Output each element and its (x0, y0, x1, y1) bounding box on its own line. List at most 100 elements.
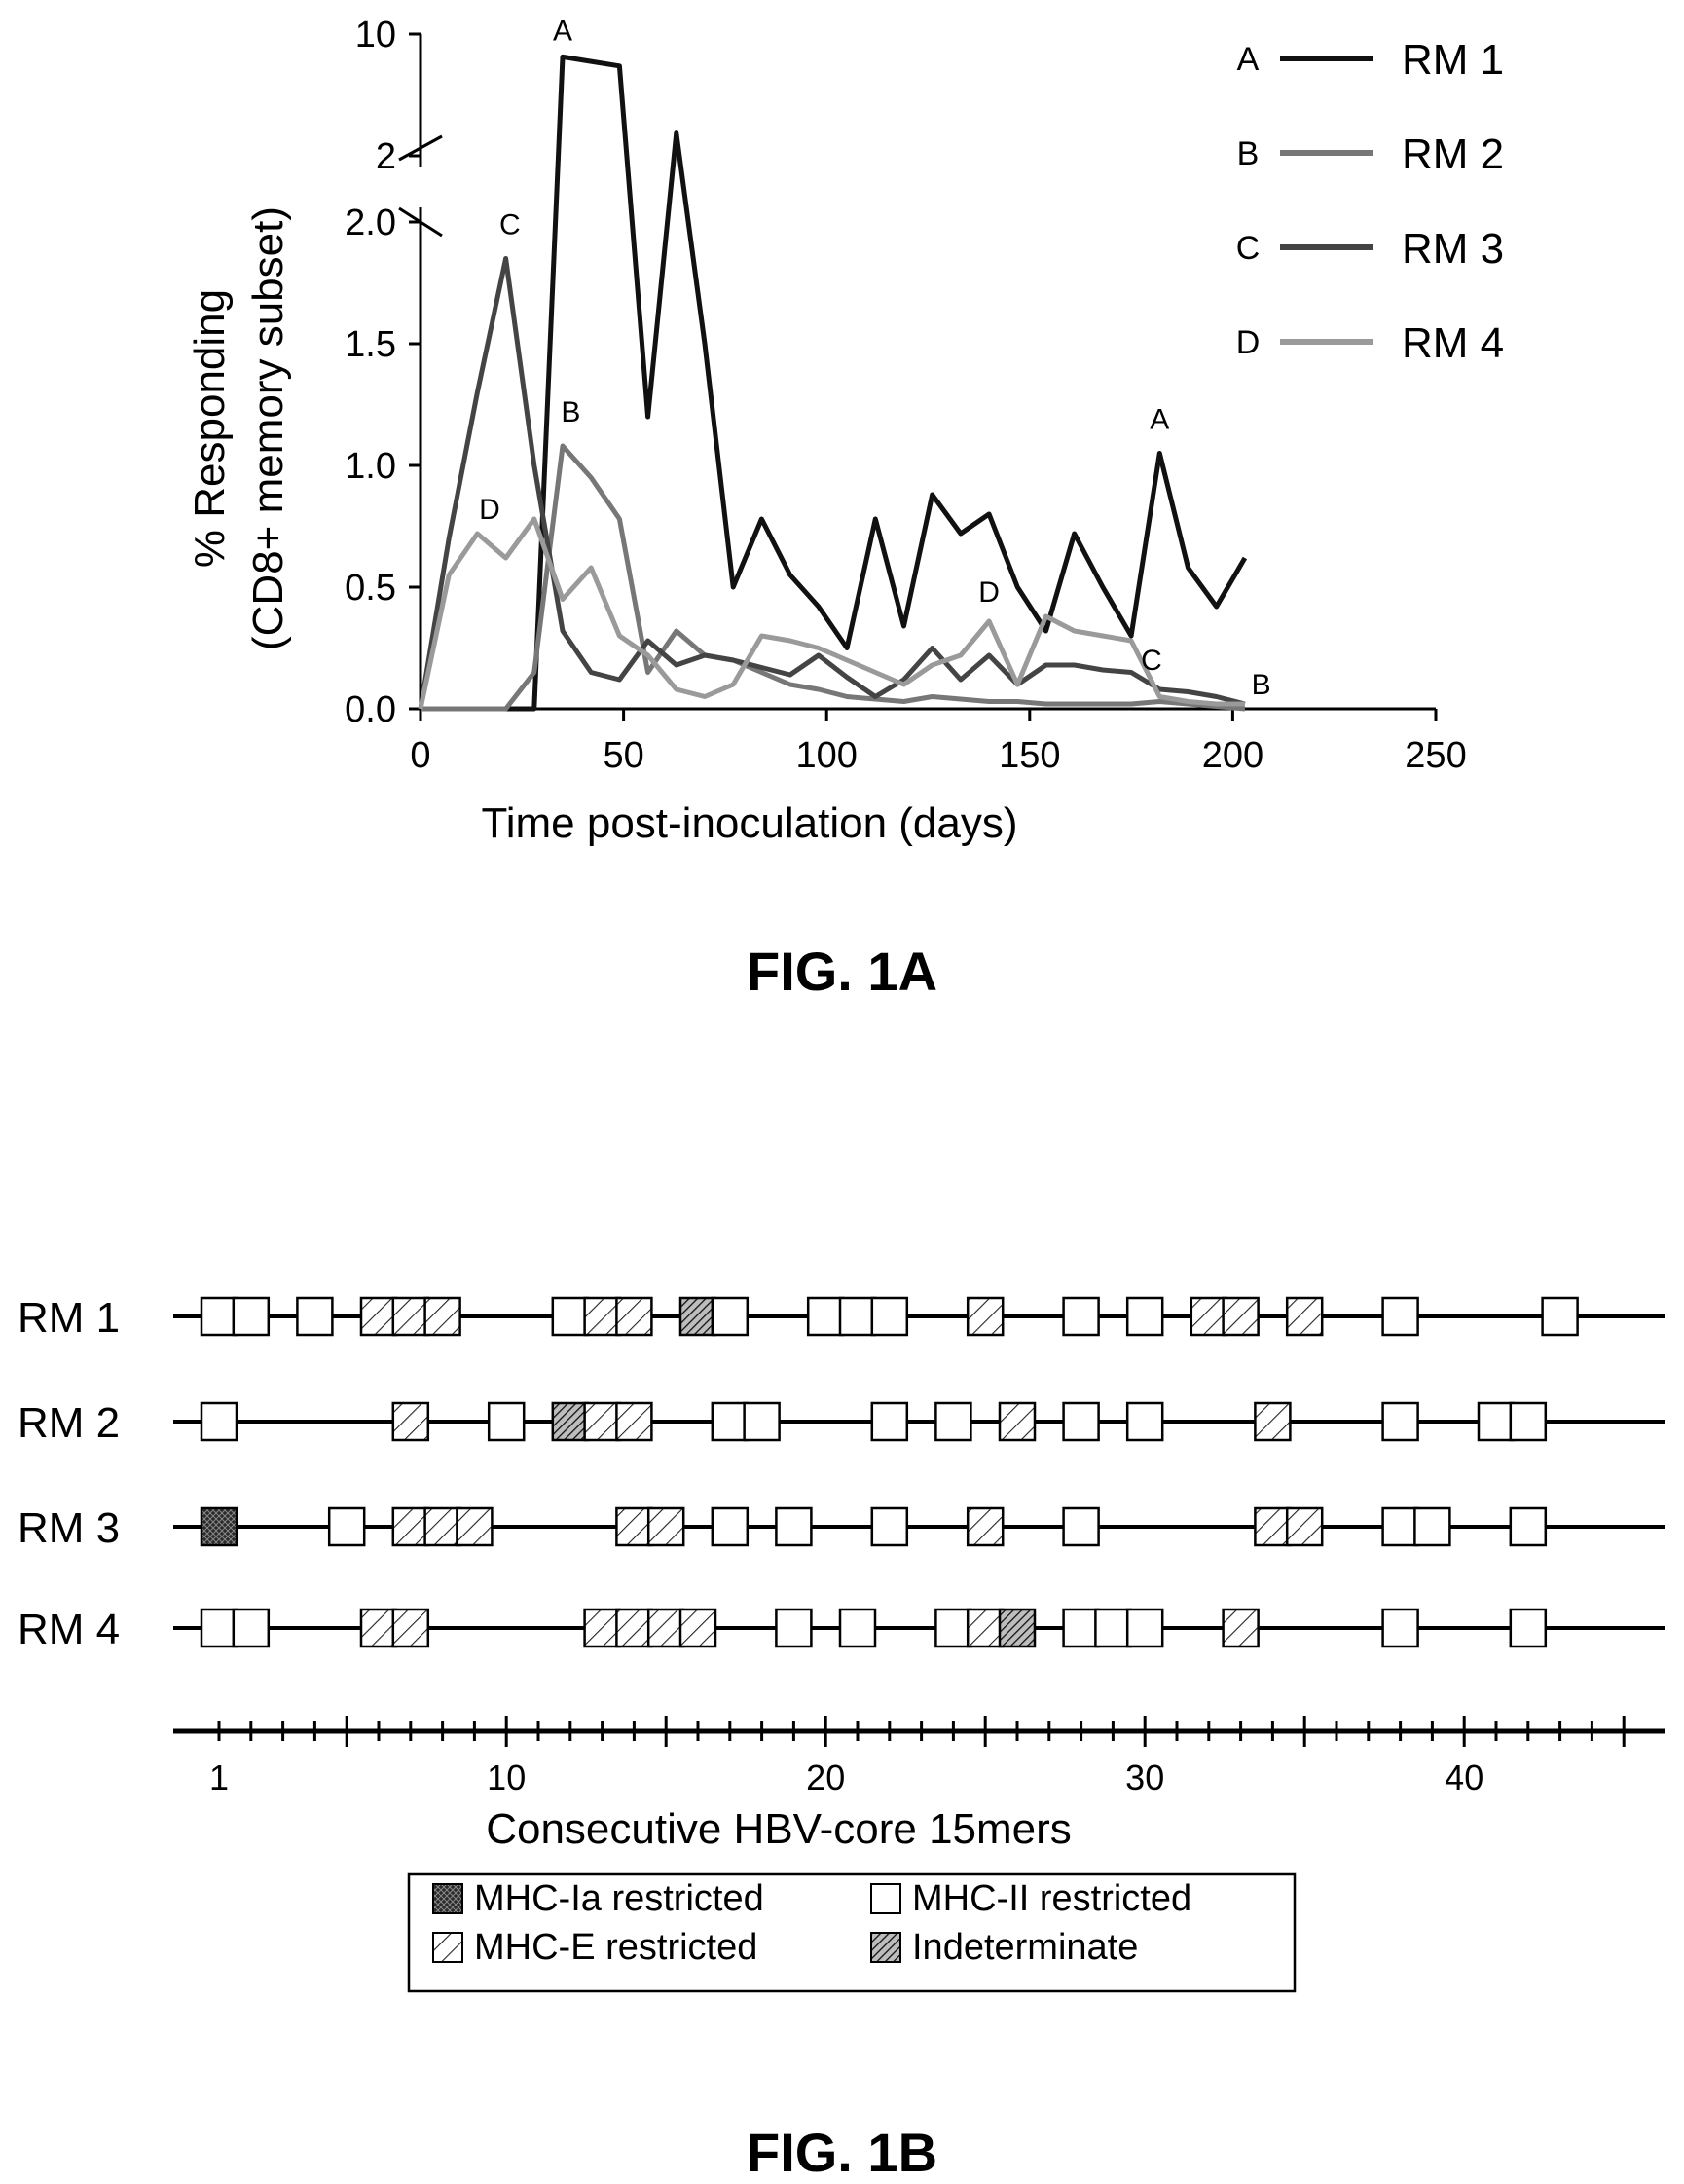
epitope-box-ii (711, 1296, 750, 1337)
y-axis-label-line2: (CD8+ memory subset) (244, 206, 292, 650)
epitope-box-e (678, 1608, 717, 1648)
tick-label: 1 (209, 1758, 229, 1797)
row-label: RM 1 (18, 1294, 120, 1342)
epitope-box-ii (838, 1296, 877, 1337)
row-label: RM 4 (18, 1606, 120, 1653)
legend-label: RM 3 (1402, 225, 1504, 273)
epitope-box-ii (934, 1608, 972, 1648)
epitope-box-e (359, 1296, 398, 1337)
figure-1b-caption: FIG. 1B (746, 2122, 938, 2183)
series-lines (418, 54, 1248, 712)
series-annotation: A (1150, 404, 1169, 436)
epitope-box-ii (870, 1506, 909, 1547)
epitope-box-e (615, 1608, 653, 1648)
legend-label: RM 4 (1402, 319, 1504, 367)
y-tick-label: 0.5 (345, 568, 396, 609)
epitope-box-e (615, 1506, 653, 1547)
legend-label: RM 2 (1402, 130, 1504, 178)
epitope-box-e (1254, 1401, 1292, 1442)
epitope-box-ii (1062, 1506, 1100, 1547)
epitope-box-e (615, 1401, 653, 1442)
epitope-box-ii (1381, 1608, 1419, 1648)
legend-label: RM 1 (1402, 36, 1504, 84)
series-annotation: D (978, 576, 1000, 609)
legend-swatch-e (432, 1932, 463, 1963)
legend: A RM 1 B RM 2 C RM 3 D RM 4 (1236, 36, 1504, 367)
epitope-box-ii (200, 1401, 238, 1442)
epitope-box-ii (551, 1296, 590, 1337)
legend-swatch-ii (870, 1883, 901, 1914)
position-axis: 1 10 20 30 40 (173, 1716, 1665, 1797)
series-annotation: C (499, 209, 521, 241)
chart-axes: 0 50 100 150 200 250 0.0 0.5 1.0 1.5 2.0 2 10 (345, 15, 1467, 776)
epitope-box-ii (838, 1608, 877, 1648)
epitope-box-e (423, 1506, 461, 1547)
epitope-row-rm-1: RM 1 (18, 1294, 1665, 1342)
epitope-box-ii (806, 1296, 845, 1337)
y-tick-label-upper: 2 (376, 136, 396, 177)
epitope-box-e (1285, 1506, 1324, 1547)
series-line-rm-4 (418, 516, 1245, 710)
epitope-box-ii (1381, 1401, 1419, 1442)
epitope-box-ii (327, 1506, 366, 1547)
epitope-box-ii (1125, 1608, 1164, 1648)
epitope-box-e (966, 1506, 1005, 1547)
epitope-box-ii (1381, 1506, 1419, 1547)
epitope-box-ii (1413, 1506, 1451, 1547)
series-line-rm-1 (421, 54, 1248, 712)
row-label: RM 2 (18, 1399, 120, 1447)
legend-label: MHC-II restricted (912, 1878, 1191, 1919)
epitope-box-e (391, 1608, 430, 1648)
y-tick-label: 2.0 (345, 203, 396, 243)
y-tick-label-upper: 10 (355, 15, 396, 56)
epitope-box-ii (487, 1401, 526, 1442)
epitope-box-ii (934, 1401, 972, 1442)
figure-1a-caption: FIG. 1A (746, 941, 938, 1002)
epitope-box-ii (1094, 1608, 1132, 1648)
epitope-box-ii (1509, 1506, 1548, 1547)
tick-label: 30 (1125, 1758, 1164, 1797)
epitope-row-rm-3: RM 3 (18, 1504, 1665, 1552)
epitope-box-ii (232, 1296, 271, 1337)
epitope-box-e (966, 1296, 1005, 1337)
epitope-box-ind (551, 1401, 590, 1442)
tick-label: 10 (487, 1758, 526, 1797)
epitope-box-ia (200, 1506, 238, 1547)
epitope-box-ii (1381, 1296, 1419, 1337)
x-tick-label: 100 (795, 735, 857, 776)
epitope-box-e (1222, 1608, 1260, 1648)
epitope-box-ii (296, 1296, 334, 1337)
epitope-box-e (615, 1296, 653, 1337)
epitope-box-ii (711, 1506, 750, 1547)
epitope-box-e (456, 1506, 494, 1547)
epitope-box-ii (1125, 1296, 1164, 1337)
epitope-box-ii (775, 1506, 813, 1547)
epitope-box-ii (1477, 1401, 1516, 1442)
epitope-box-e (1190, 1296, 1228, 1337)
epitope-box-ii (1062, 1608, 1100, 1648)
legend-label: MHC-Ia restricted (474, 1878, 764, 1919)
x-axis-label: Time post-inoculation (days) (481, 799, 1017, 847)
epitope-box-ii (1062, 1401, 1100, 1442)
row-label: RM 3 (18, 1504, 120, 1552)
x-tick-label: 200 (1202, 735, 1263, 776)
epitope-box-ii (870, 1296, 909, 1337)
epitope-box-ii (232, 1608, 271, 1648)
series-annotation: A (553, 15, 572, 47)
y-axis-label-line1: % Responding (186, 289, 234, 568)
epitope-box-ii (200, 1608, 238, 1648)
time-course-chart: 0 50 100 150 200 250 0.0 0.5 1.0 1.5 2.0 2 10 A A B B C C… (186, 15, 1504, 847)
epitope-box-e (646, 1506, 685, 1547)
epitope-box-ind (998, 1608, 1037, 1648)
epitope-box-e (998, 1401, 1037, 1442)
epitope-box-ii (775, 1608, 813, 1648)
epitope-box-e (391, 1506, 430, 1547)
series-line-rm-2 (421, 443, 1246, 712)
epitope-box-ii (743, 1401, 781, 1442)
legend: MHC-Ia restricted MHC-II restricted MHC-E … (407, 1872, 1297, 1993)
legend-swatch-ind (870, 1932, 901, 1963)
epitope-box-e (583, 1608, 621, 1648)
tick-label: 20 (806, 1758, 845, 1797)
tick-label: 40 (1445, 1758, 1483, 1797)
epitope-box-ii (1509, 1401, 1548, 1442)
